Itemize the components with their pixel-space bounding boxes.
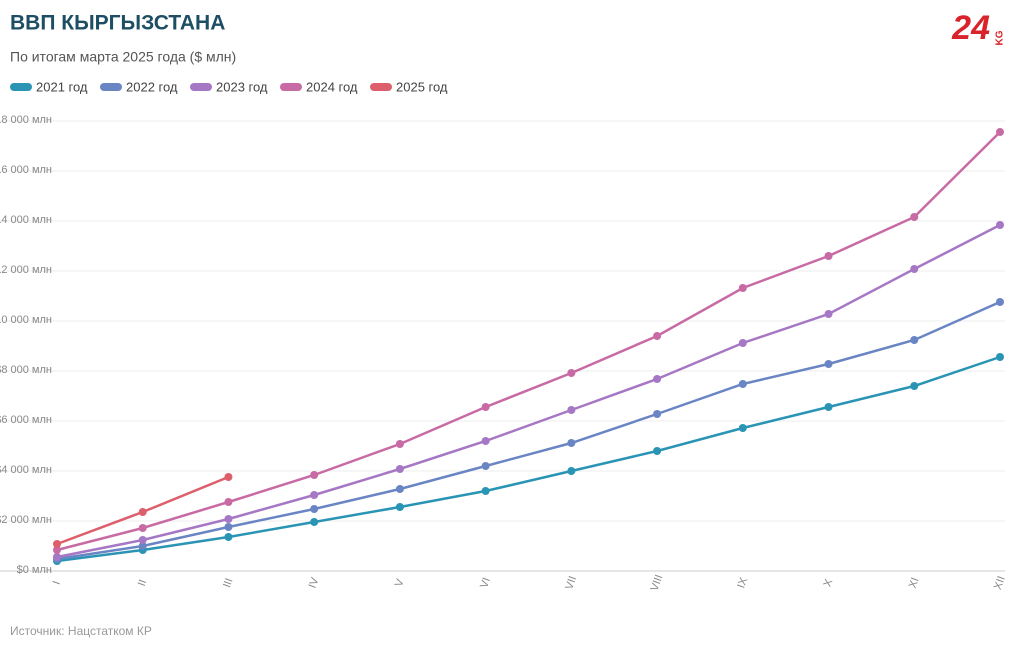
x-tick-label: IX [735,575,750,589]
data-point [824,360,833,368]
data-point [53,540,61,548]
logo-number: 24 [951,9,990,47]
data-point [395,440,404,448]
data-point [653,332,662,340]
y-tick-label: $12 000 млн [0,264,52,276]
data-point [138,542,147,550]
data-point [481,403,490,411]
series-line [56,355,1001,563]
data-point [996,353,1004,361]
data-point [653,447,662,455]
legend-label: 2021 год [36,79,88,94]
y-tick-label: $18 000 млн [0,114,52,126]
data-point [996,298,1004,306]
data-point [395,503,404,511]
data-point [824,403,833,411]
x-tick-label: VIII [649,573,666,593]
data-point [567,406,576,414]
data-point [138,524,147,532]
legend-swatch [10,83,32,91]
data-point [738,284,747,292]
legend-label: 2025 год [396,79,448,94]
data-point [310,491,319,499]
data-point [824,310,833,318]
legend-swatch [100,83,122,91]
y-tick-label: $2 000 млн [0,514,52,526]
y-tick-label: $14 000 млн [0,214,52,226]
data-point [653,410,662,418]
series-line [56,223,1001,559]
data-point [910,213,919,221]
x-tick-label: II [136,578,149,588]
data-point [481,437,490,445]
x-tick-label: I [51,579,63,586]
data-point [138,536,147,544]
data-point [224,523,233,531]
data-point [910,382,919,390]
data-point [653,375,662,383]
data-point [310,505,319,513]
data-point [310,471,319,479]
data-point [224,498,233,506]
data-point [738,339,747,347]
legend-label: 2024 год [306,79,358,94]
data-point [395,465,404,473]
series-line [56,300,1001,561]
y-tick-label: $16 000 млн [0,164,52,176]
data-point [910,265,919,273]
data-point [481,462,490,470]
data-point [481,487,490,495]
legend-swatch [190,83,212,91]
data-point [738,424,747,432]
x-tick-label: VII [563,575,579,592]
data-point [910,336,919,344]
x-tick-label: III [221,577,235,590]
data-point [996,221,1004,229]
x-tick-label: X [822,577,836,589]
data-point [53,546,61,554]
y-tick-label: $8 000 млн [0,364,52,376]
x-tick-label: XI [907,576,922,590]
data-point [738,380,747,388]
data-point [567,467,576,475]
y-tick-label: $0 млн [17,564,52,576]
x-tick-label: VI [478,576,493,590]
legend-swatch [280,83,302,91]
logo-suffix: KG [995,30,1006,45]
data-point [395,485,404,493]
data-point [567,369,576,377]
source: Источник: Нацстатком КР [10,624,152,638]
chart-subtitle: По итогам марта 2025 года ($ млн) [10,49,236,65]
data-point [224,533,233,541]
data-point [996,128,1004,136]
x-tick-label: V [393,577,407,589]
series-line [56,131,1001,552]
y-tick-label: $6 000 млн [0,414,52,426]
y-tick-label: $10 000 млн [0,314,52,326]
data-point [224,515,233,523]
x-tick-label: XII [992,575,1008,592]
chart-title: ВВП КЫРГЫЗСТАНА [10,12,225,35]
data-point [224,473,233,481]
x-tick-label: IV [307,575,322,589]
data-point [567,439,576,447]
data-point [310,518,319,526]
data-point [824,252,833,260]
y-tick-label: $4 000 млн [0,464,52,476]
legend-swatch [370,83,392,91]
legend-label: 2023 год [216,79,268,94]
data-point [53,553,61,561]
legend-label: 2022 год [126,79,178,94]
data-point [138,508,147,516]
